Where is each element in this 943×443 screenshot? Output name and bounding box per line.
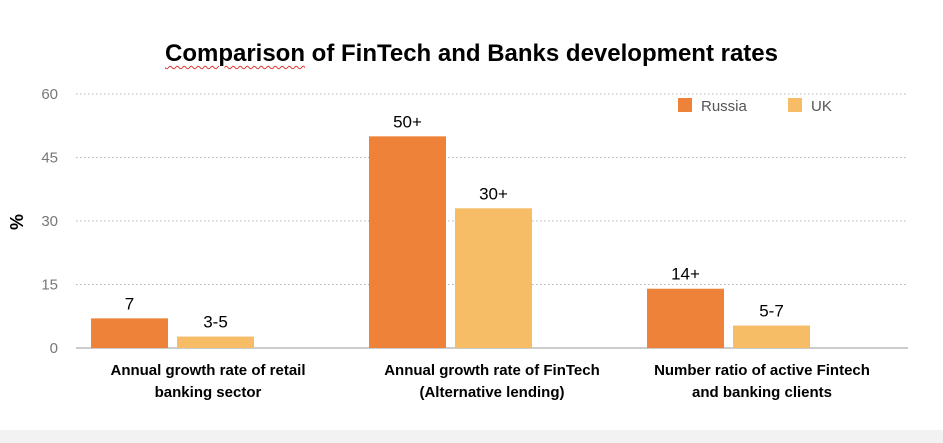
legend-label: Russia bbox=[701, 98, 748, 115]
bar bbox=[369, 136, 446, 348]
y-tick-label: 30 bbox=[41, 213, 58, 230]
y-tick-label: 0 bbox=[50, 340, 58, 357]
category-label: banking sector bbox=[155, 384, 262, 401]
bar bbox=[177, 336, 254, 348]
category-label: Annual growth rate of FinTech bbox=[384, 362, 600, 379]
legend-swatch bbox=[788, 98, 802, 112]
chart-title: Comparison of FinTech and Banks developm… bbox=[0, 40, 943, 68]
category-label: and banking clients bbox=[692, 384, 832, 401]
chart-title-first-word: Comparison bbox=[164, 40, 305, 67]
bar bbox=[455, 208, 532, 348]
legend-label: UK bbox=[811, 98, 832, 115]
bar bbox=[647, 288, 724, 348]
data-label: 14+ bbox=[671, 265, 700, 284]
y-tick-label: 15 bbox=[41, 277, 58, 294]
data-label: 30+ bbox=[479, 184, 508, 203]
data-label: 7 bbox=[125, 294, 134, 313]
category-label: Number ratio of active Fintech bbox=[654, 362, 870, 379]
y-tick-label: 45 bbox=[41, 150, 58, 167]
data-label: 5-7 bbox=[759, 302, 784, 321]
legend-swatch bbox=[678, 98, 692, 112]
category-label: (Alternative lending) bbox=[419, 384, 564, 401]
data-label: 50+ bbox=[393, 112, 422, 131]
bar bbox=[733, 325, 810, 348]
chart-title-rest: of FinTech and Banks development rates bbox=[311, 40, 778, 67]
data-label: 3-5 bbox=[203, 313, 228, 332]
bar bbox=[91, 318, 168, 348]
bottom-strip bbox=[0, 430, 943, 443]
y-tick-label: 60 bbox=[41, 86, 58, 103]
y-axis-label: % bbox=[7, 214, 27, 230]
category-label: Annual growth rate of retail bbox=[110, 362, 305, 379]
